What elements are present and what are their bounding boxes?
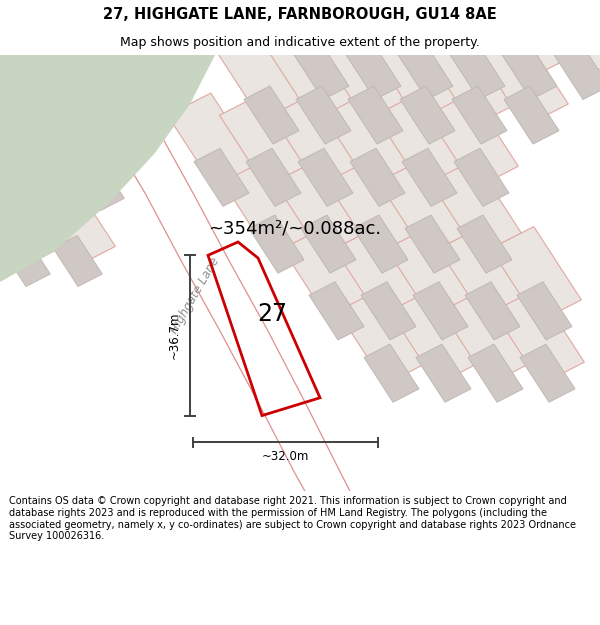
- Polygon shape: [23, 160, 72, 211]
- Polygon shape: [283, 227, 373, 322]
- Text: ~36.7m: ~36.7m: [167, 312, 181, 359]
- Polygon shape: [452, 86, 507, 144]
- Polygon shape: [0, 160, 20, 211]
- Polygon shape: [468, 344, 523, 402]
- Polygon shape: [323, 93, 415, 189]
- Polygon shape: [117, 84, 166, 135]
- Polygon shape: [0, 22, 23, 118]
- Polygon shape: [364, 344, 419, 402]
- Polygon shape: [350, 148, 405, 206]
- Polygon shape: [520, 344, 575, 402]
- Polygon shape: [450, 41, 505, 99]
- Text: Map shows position and indicative extent of the property.: Map shows position and indicative extent…: [120, 36, 480, 49]
- Polygon shape: [194, 148, 249, 206]
- Polygon shape: [361, 282, 416, 340]
- Polygon shape: [517, 282, 572, 340]
- Text: Contains OS data © Crown copyright and database right 2021. This information is : Contains OS data © Crown copyright and d…: [9, 496, 576, 541]
- Polygon shape: [424, 0, 514, 82]
- Polygon shape: [371, 0, 463, 82]
- Polygon shape: [294, 41, 349, 99]
- Polygon shape: [298, 148, 353, 206]
- Polygon shape: [376, 93, 466, 189]
- Polygon shape: [0, 98, 34, 193]
- Polygon shape: [439, 227, 529, 322]
- Polygon shape: [476, 0, 566, 82]
- Polygon shape: [431, 160, 521, 256]
- Polygon shape: [379, 160, 469, 256]
- Polygon shape: [47, 98, 137, 193]
- Polygon shape: [75, 160, 124, 211]
- Polygon shape: [386, 227, 478, 322]
- Polygon shape: [89, 22, 179, 118]
- Polygon shape: [335, 227, 425, 322]
- Polygon shape: [65, 84, 114, 135]
- Polygon shape: [527, 0, 600, 82]
- Polygon shape: [373, 31, 464, 126]
- Polygon shape: [223, 160, 313, 256]
- Polygon shape: [454, 148, 509, 206]
- Polygon shape: [502, 41, 557, 99]
- Polygon shape: [402, 148, 457, 206]
- Polygon shape: [0, 173, 64, 269]
- Polygon shape: [269, 31, 361, 126]
- Text: ~354m²/~0.088ac.: ~354m²/~0.088ac.: [208, 219, 382, 238]
- Polygon shape: [491, 227, 581, 322]
- Polygon shape: [275, 160, 365, 256]
- Polygon shape: [493, 289, 584, 384]
- Polygon shape: [246, 148, 301, 206]
- Polygon shape: [465, 282, 520, 340]
- Polygon shape: [442, 289, 532, 384]
- Polygon shape: [580, 0, 600, 82]
- Text: 27: 27: [257, 302, 287, 326]
- Polygon shape: [0, 55, 215, 282]
- Polygon shape: [389, 289, 481, 384]
- Polygon shape: [244, 86, 299, 144]
- Polygon shape: [268, 0, 358, 82]
- Polygon shape: [13, 84, 62, 135]
- Polygon shape: [218, 31, 308, 126]
- Polygon shape: [416, 344, 471, 402]
- Polygon shape: [25, 173, 115, 269]
- Polygon shape: [337, 289, 428, 384]
- Polygon shape: [348, 86, 403, 144]
- Polygon shape: [271, 93, 362, 189]
- Text: Highgate Lane: Highgate Lane: [168, 255, 222, 336]
- Polygon shape: [0, 84, 10, 135]
- Polygon shape: [53, 236, 102, 286]
- Text: 27, HIGHGATE LANE, FARNBOROUGH, GU14 8AE: 27, HIGHGATE LANE, FARNBOROUGH, GU14 8AE: [103, 8, 497, 22]
- Polygon shape: [478, 31, 568, 126]
- Polygon shape: [400, 86, 455, 144]
- Polygon shape: [309, 282, 364, 340]
- Polygon shape: [0, 98, 85, 193]
- Polygon shape: [427, 93, 518, 189]
- Polygon shape: [353, 215, 408, 273]
- Polygon shape: [320, 0, 410, 82]
- Polygon shape: [220, 93, 310, 189]
- Polygon shape: [167, 93, 259, 189]
- Polygon shape: [0, 22, 76, 118]
- Polygon shape: [322, 31, 412, 126]
- Polygon shape: [398, 41, 453, 99]
- Polygon shape: [55, 55, 350, 491]
- Polygon shape: [504, 86, 559, 144]
- Polygon shape: [425, 31, 517, 126]
- Polygon shape: [1, 236, 50, 286]
- Polygon shape: [296, 86, 351, 144]
- Polygon shape: [326, 160, 418, 256]
- Text: ~32.0m: ~32.0m: [262, 450, 309, 463]
- Polygon shape: [405, 215, 460, 273]
- Polygon shape: [457, 215, 512, 273]
- Polygon shape: [249, 215, 304, 273]
- Polygon shape: [37, 22, 127, 118]
- Polygon shape: [413, 282, 468, 340]
- Polygon shape: [554, 41, 600, 99]
- Polygon shape: [301, 215, 356, 273]
- Polygon shape: [346, 41, 401, 99]
